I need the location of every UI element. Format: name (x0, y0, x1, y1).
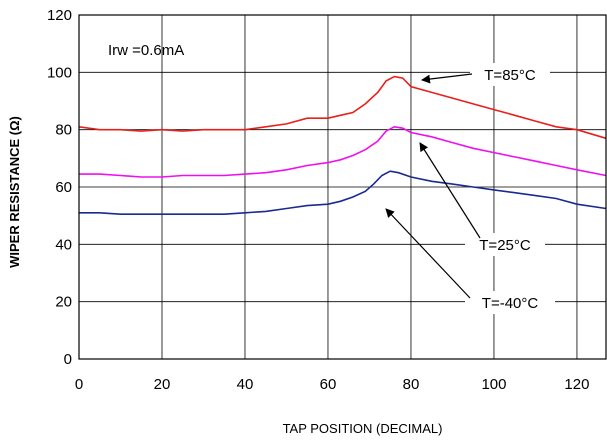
y-tick-label: 80 (55, 122, 72, 139)
grid (79, 15, 606, 359)
x-tick-label: 60 (320, 376, 337, 393)
callout-label: T=85°C (484, 67, 536, 84)
series-line-1 (79, 125, 607, 178)
y-tick-label: 120 (47, 7, 72, 24)
callout-arrow (421, 73, 473, 84)
callout-label: T=25°C (479, 237, 531, 254)
callout-background (465, 233, 545, 256)
callout-arrow (385, 208, 471, 299)
callout-arrow (419, 142, 481, 239)
y-tick-label: 100 (47, 64, 72, 81)
callout-background (470, 63, 550, 86)
plot-frame (78, 14, 607, 360)
current-annotation: Irw =0.6mA (108, 42, 184, 59)
y-axis-title: WIPER RESISTANCE (Ω) (7, 116, 22, 268)
annotations: Irw =0.6mA T=85°C T=25°C T=-40°C (108, 42, 555, 314)
x-tick-label: 120 (564, 376, 589, 393)
x-tick-label: 20 (154, 376, 171, 393)
x-tick-label: 100 (481, 376, 506, 393)
callout-background (465, 291, 555, 314)
x-tick-label: 40 (237, 376, 254, 393)
x-tick-label: 80 (403, 376, 420, 393)
x-tick-label: 0 (75, 376, 83, 393)
y-tick-label: 20 (55, 294, 72, 311)
tick-labels: 0 20 40 60 80 100 120 0 20 40 60 80 100 120 (47, 7, 589, 393)
series-lines (78, 75, 607, 215)
y-tick-label: 0 (64, 351, 72, 368)
callout-label: T=-40°C (482, 295, 539, 312)
y-tick-label: 40 (55, 236, 72, 253)
y-tick-label: 60 (55, 179, 72, 196)
series-line-0 (78, 75, 607, 140)
series-line-2 (79, 170, 607, 215)
x-axis-title: TAP POSITION (DECIMAL) (283, 421, 443, 436)
